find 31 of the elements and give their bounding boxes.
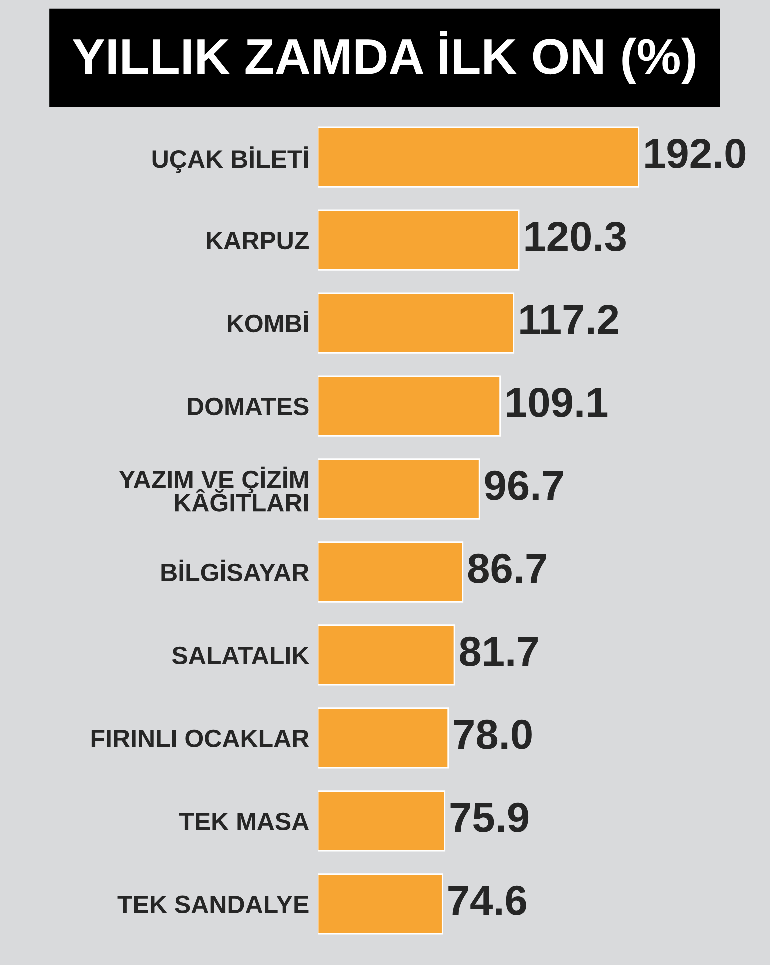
data-label: 75.9 [450,802,529,832]
data-label: 78.0 [454,720,532,750]
y-tick-label: UÇAK BİLETİ [152,146,308,174]
bar [318,790,446,852]
y-tick-label: KOMBİ [228,310,308,333]
bar [318,376,502,437]
bar [318,624,456,686]
data-label: 96.7 [485,470,564,500]
bar [318,210,520,271]
bar [318,708,450,769]
bar [318,126,640,188]
y-tick-label: BİLGİSAYAR [162,560,310,582]
bar [318,458,480,520]
data-label: 120.3 [526,222,626,252]
y-tick-label: FIRINLI OCAKLAR [92,730,310,748]
y-tick-label: YAZIM VE ÇİZİM KÂĞITLARI [119,466,308,512]
data-label: 109.1 [507,388,608,418]
bar [318,542,464,603]
data-label: 192.0 [646,138,746,168]
y-tick-label: TEK MASA [179,812,310,831]
data-label: 86.7 [468,554,546,584]
bar [318,292,515,354]
data-label: 81.7 [460,636,538,666]
y-tick-label: TEK SANDALYE [118,896,309,914]
data-label: 74.6 [448,886,526,916]
y-tick-label: SALATALIK [172,646,310,665]
data-label: 117.2 [520,304,618,334]
chart-title: YILLIK ZAMDA İLK ON (%) [72,31,696,84]
y-tick-label: KARPUZ [207,232,309,250]
bar [318,874,444,935]
y-tick-label: DOMATES [188,398,309,416]
